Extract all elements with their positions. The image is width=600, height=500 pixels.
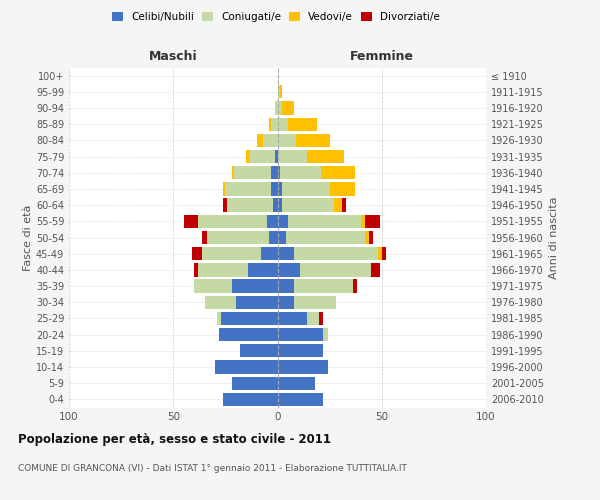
Bar: [275, 102, 277, 114]
Bar: [250, 150, 275, 163]
Bar: [365, 231, 369, 244]
Bar: [277, 312, 307, 325]
Bar: [234, 166, 271, 179]
Bar: [274, 198, 277, 212]
Bar: [377, 247, 382, 260]
Bar: [263, 134, 277, 147]
Bar: [277, 166, 280, 179]
Bar: [342, 198, 346, 212]
Bar: [277, 231, 286, 244]
Bar: [223, 182, 226, 196]
Bar: [223, 198, 227, 212]
Bar: [248, 263, 277, 276]
Bar: [301, 263, 371, 276]
Bar: [277, 214, 288, 228]
Legend: Celibi/Nubili, Coniugati/e, Vedovi/e, Divorziati/e: Celibi/Nubili, Coniugati/e, Vedovi/e, Di…: [108, 8, 444, 26]
Bar: [271, 182, 277, 196]
Bar: [353, 280, 357, 292]
Bar: [232, 280, 277, 292]
Bar: [382, 247, 386, 260]
Bar: [277, 296, 294, 309]
Y-axis label: Anni di nascita: Anni di nascita: [549, 196, 559, 279]
Bar: [236, 296, 277, 309]
Bar: [361, 214, 365, 228]
Bar: [206, 231, 269, 244]
Bar: [271, 118, 277, 131]
Bar: [296, 134, 329, 147]
Bar: [277, 198, 281, 212]
Bar: [277, 360, 328, 374]
Text: COMUNE DI GRANCONA (VI) - Dati ISTAT 1° gennaio 2011 - Elaborazione TUTTITALIA.I: COMUNE DI GRANCONA (VI) - Dati ISTAT 1° …: [18, 464, 407, 473]
Bar: [307, 150, 344, 163]
Bar: [371, 263, 380, 276]
Bar: [232, 376, 277, 390]
Bar: [288, 214, 361, 228]
Bar: [267, 214, 277, 228]
Bar: [277, 85, 280, 98]
Bar: [329, 182, 355, 196]
Bar: [286, 231, 365, 244]
Bar: [365, 214, 380, 228]
Bar: [277, 247, 294, 260]
Bar: [221, 312, 277, 325]
Bar: [281, 182, 329, 196]
Bar: [277, 344, 323, 358]
Bar: [280, 85, 281, 98]
Bar: [194, 280, 232, 292]
Bar: [194, 263, 198, 276]
Bar: [240, 344, 277, 358]
Bar: [202, 247, 261, 260]
Bar: [307, 312, 319, 325]
Bar: [205, 296, 236, 309]
Bar: [294, 296, 336, 309]
Bar: [277, 150, 307, 163]
Bar: [277, 280, 294, 292]
Bar: [294, 280, 353, 292]
Bar: [281, 102, 294, 114]
Bar: [219, 328, 277, 342]
Bar: [319, 312, 323, 325]
Bar: [227, 198, 274, 212]
Bar: [198, 263, 248, 276]
Text: Popolazione per età, sesso e stato civile - 2011: Popolazione per età, sesso e stato civil…: [18, 432, 331, 446]
Bar: [294, 247, 377, 260]
Text: Femmine: Femmine: [350, 50, 414, 62]
Bar: [277, 376, 315, 390]
Bar: [334, 198, 342, 212]
Bar: [223, 393, 277, 406]
Bar: [277, 102, 281, 114]
Bar: [277, 118, 288, 131]
Bar: [261, 247, 277, 260]
Text: Maschi: Maschi: [149, 50, 197, 62]
Bar: [269, 118, 271, 131]
Bar: [217, 312, 221, 325]
Bar: [275, 150, 277, 163]
Y-axis label: Fasce di età: Fasce di età: [23, 204, 33, 270]
Bar: [281, 198, 334, 212]
Bar: [202, 231, 206, 244]
Bar: [198, 214, 267, 228]
Bar: [323, 328, 328, 342]
Bar: [277, 328, 323, 342]
Bar: [277, 134, 296, 147]
Bar: [271, 166, 277, 179]
Bar: [184, 214, 198, 228]
Bar: [192, 247, 202, 260]
Bar: [369, 231, 373, 244]
Bar: [257, 134, 263, 147]
Bar: [226, 182, 271, 196]
Bar: [269, 231, 277, 244]
Bar: [232, 166, 234, 179]
Bar: [277, 393, 323, 406]
Bar: [280, 166, 321, 179]
Bar: [288, 118, 317, 131]
Bar: [277, 263, 301, 276]
Bar: [321, 166, 355, 179]
Bar: [215, 360, 277, 374]
Bar: [277, 182, 281, 196]
Bar: [246, 150, 250, 163]
